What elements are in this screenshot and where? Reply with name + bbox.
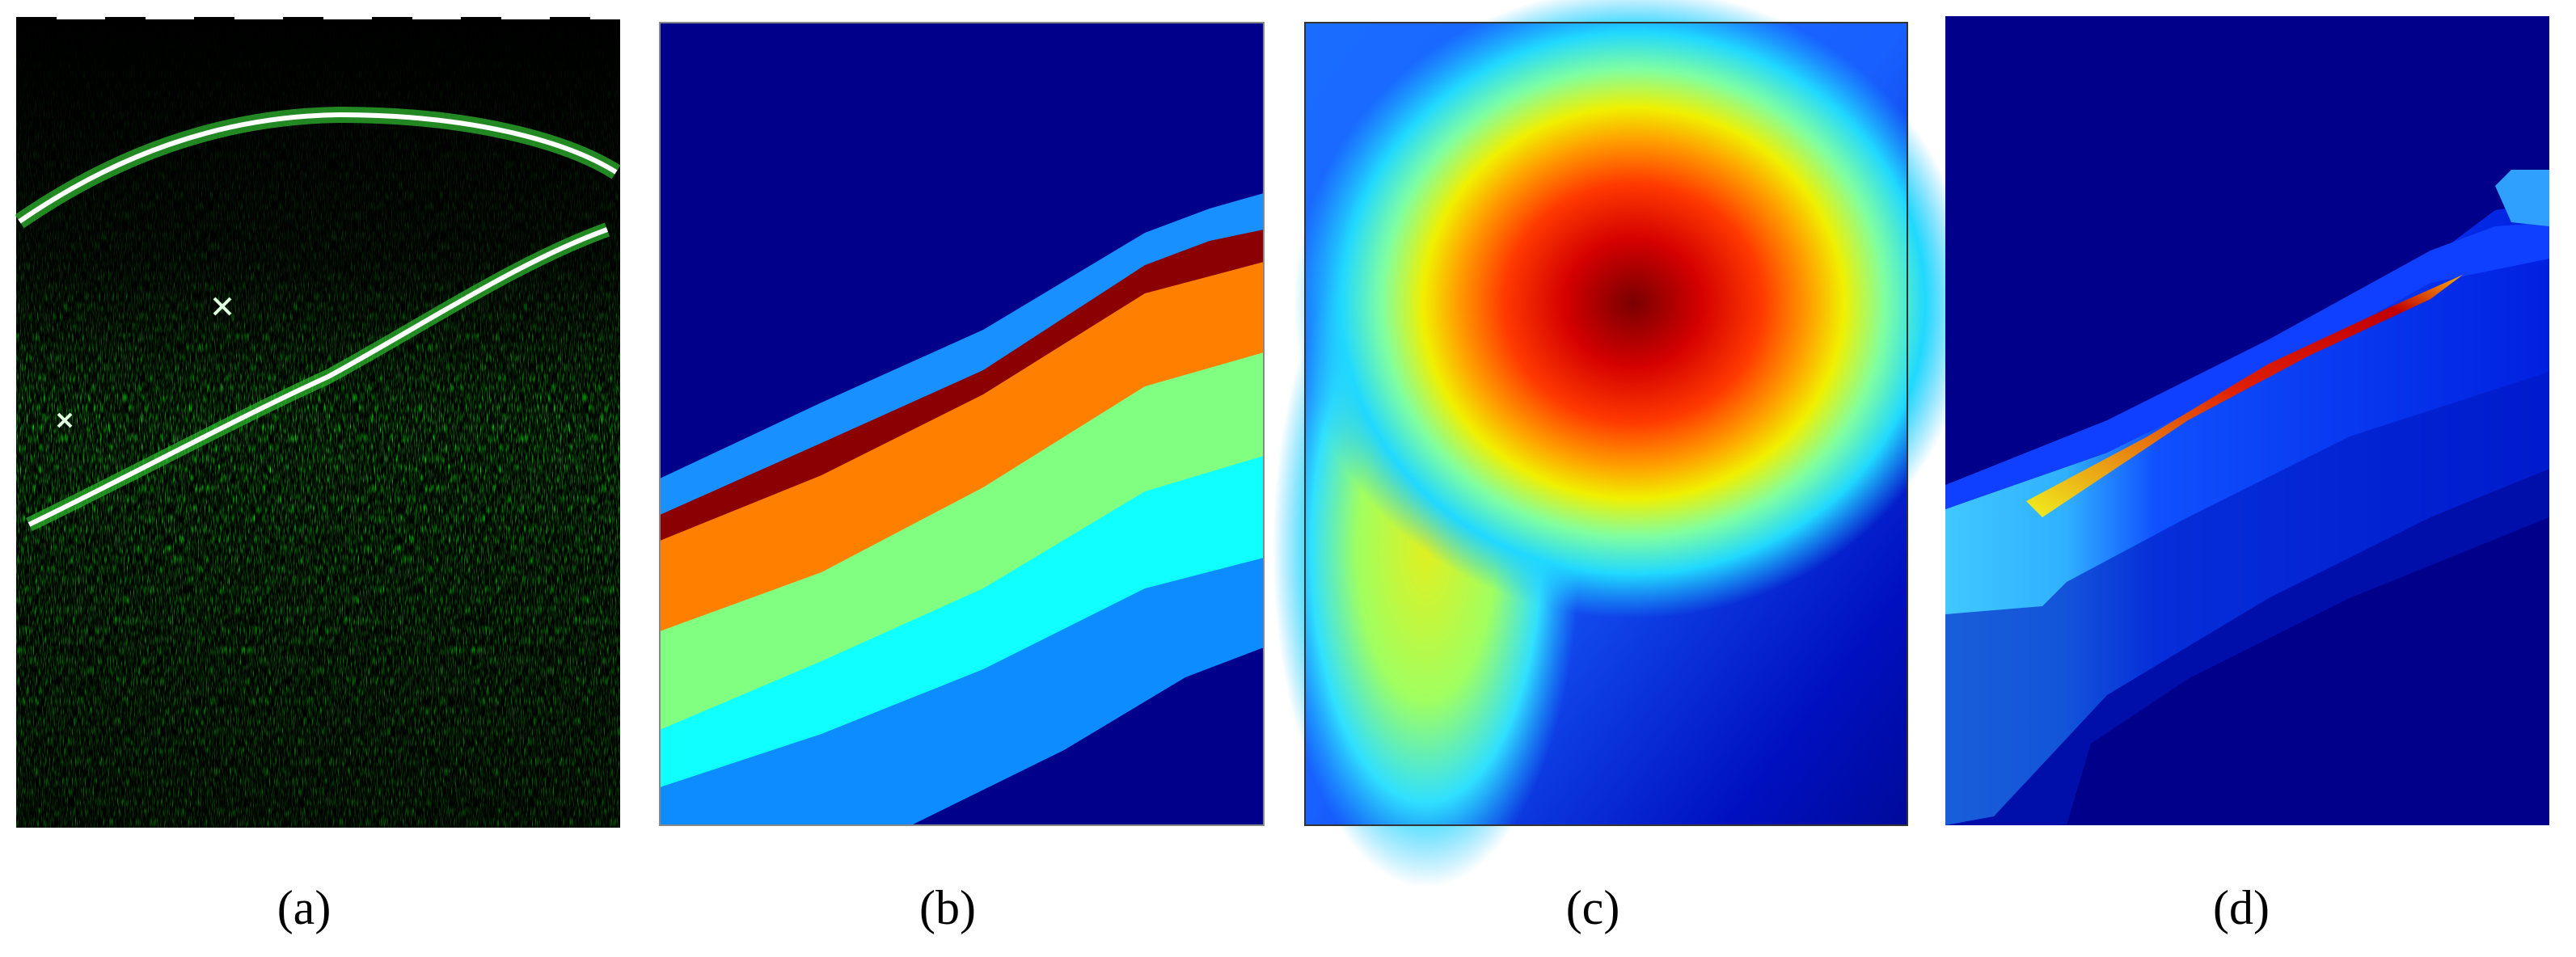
panel-c-image bbox=[1273, 0, 1973, 887]
panel-a-image bbox=[15, 17, 621, 828]
panel-label: (a) bbox=[277, 881, 332, 934]
panel-label: (c) bbox=[1566, 881, 1620, 934]
panel-d-image bbox=[1945, 16, 2549, 825]
panel-label: (d) bbox=[2213, 881, 2270, 934]
panel-label: (b) bbox=[919, 881, 976, 934]
panel-b-image bbox=[659, 22, 1265, 826]
